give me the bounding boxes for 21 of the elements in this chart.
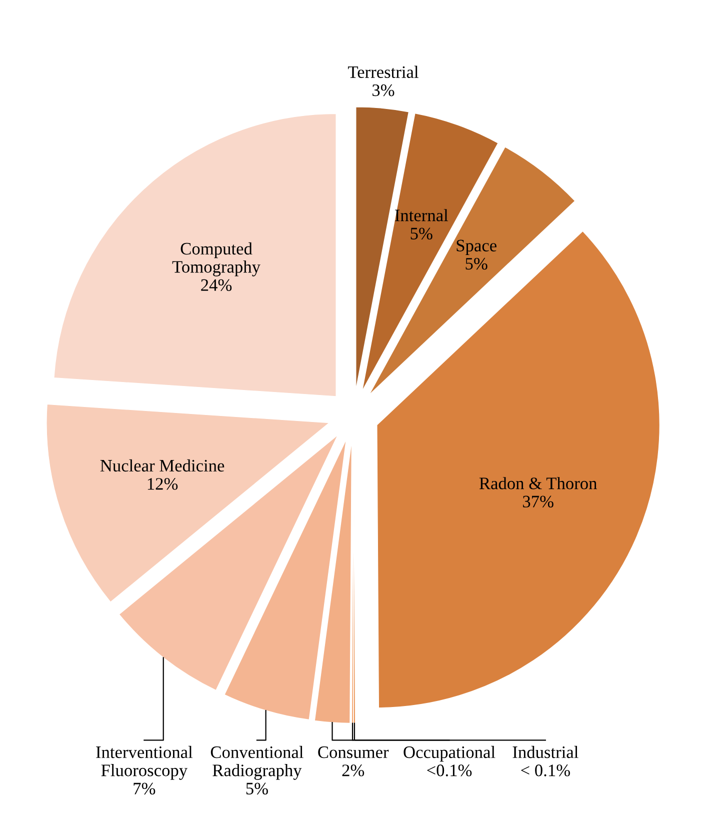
data-label: 5% [466, 258, 488, 270]
data-label: 24% [201, 279, 232, 292]
slice-label: Terrestrial [348, 66, 418, 78]
slice-label: Consumer [318, 746, 389, 758]
slice-label: Interventional Fluoroscopy [96, 746, 193, 780]
data-label: 12% [148, 478, 178, 490]
data-label: <0.1% [427, 764, 472, 776]
slice-label: Space [456, 240, 496, 255]
data-label: 2% [342, 764, 364, 776]
slice-label: Computed Tomography [172, 242, 260, 276]
data-label: < 0.1% [521, 764, 570, 776]
slice-label: Radon & Thoron [479, 477, 597, 490]
slice-label: Nuclear Medicine [100, 459, 224, 472]
data-label: 3% [372, 84, 394, 96]
data-label: 7% [134, 782, 156, 795]
data-label: 5% [410, 228, 432, 240]
data-label: 5% [246, 782, 268, 795]
slice-label: Conventional Radiography [210, 746, 304, 780]
data-label: 37% [523, 496, 554, 508]
slice-label: Occupational [404, 746, 496, 762]
slice-label: Industrial [512, 746, 578, 758]
